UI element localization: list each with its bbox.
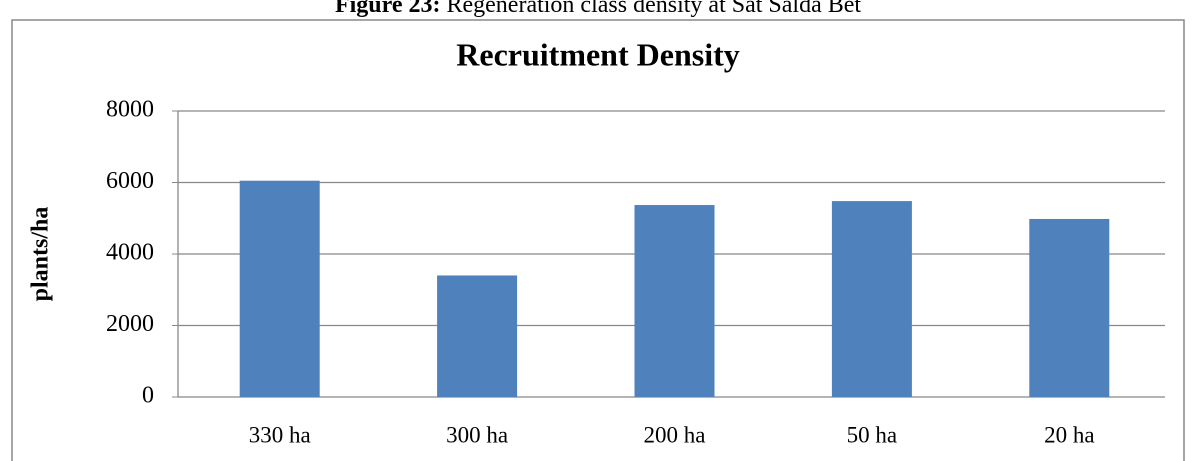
x-tick-label: 300 ha — [446, 422, 508, 447]
x-tick-label: 20 ha — [1044, 422, 1094, 447]
figure-caption: Figure 23: Regeneration class density at … — [335, 0, 861, 18]
caption-label: Figure 23: — [335, 0, 441, 18]
y-tick-label: 6000 — [106, 168, 154, 194]
bar — [437, 275, 518, 397]
caption-text: Regeneration class density at Sat Salda … — [446, 0, 861, 18]
y-tick-label: 2000 — [106, 311, 154, 337]
bar — [634, 205, 715, 397]
x-tick-label: 200 ha — [644, 422, 706, 447]
bar — [831, 201, 912, 397]
y-tick-label: 0 — [142, 383, 154, 409]
x-tick-label: 330 ha — [249, 422, 311, 447]
y-tick-label: 8000 — [106, 97, 154, 123]
chart-border — [11, 19, 1185, 461]
y-tick-label: 4000 — [106, 240, 154, 266]
x-tick-label: 50 ha — [847, 422, 897, 447]
chart-title: Recruitment Density — [456, 36, 739, 72]
bar — [1029, 218, 1110, 397]
bar — [239, 180, 320, 397]
y-axis-label: plants/ha — [28, 207, 54, 302]
